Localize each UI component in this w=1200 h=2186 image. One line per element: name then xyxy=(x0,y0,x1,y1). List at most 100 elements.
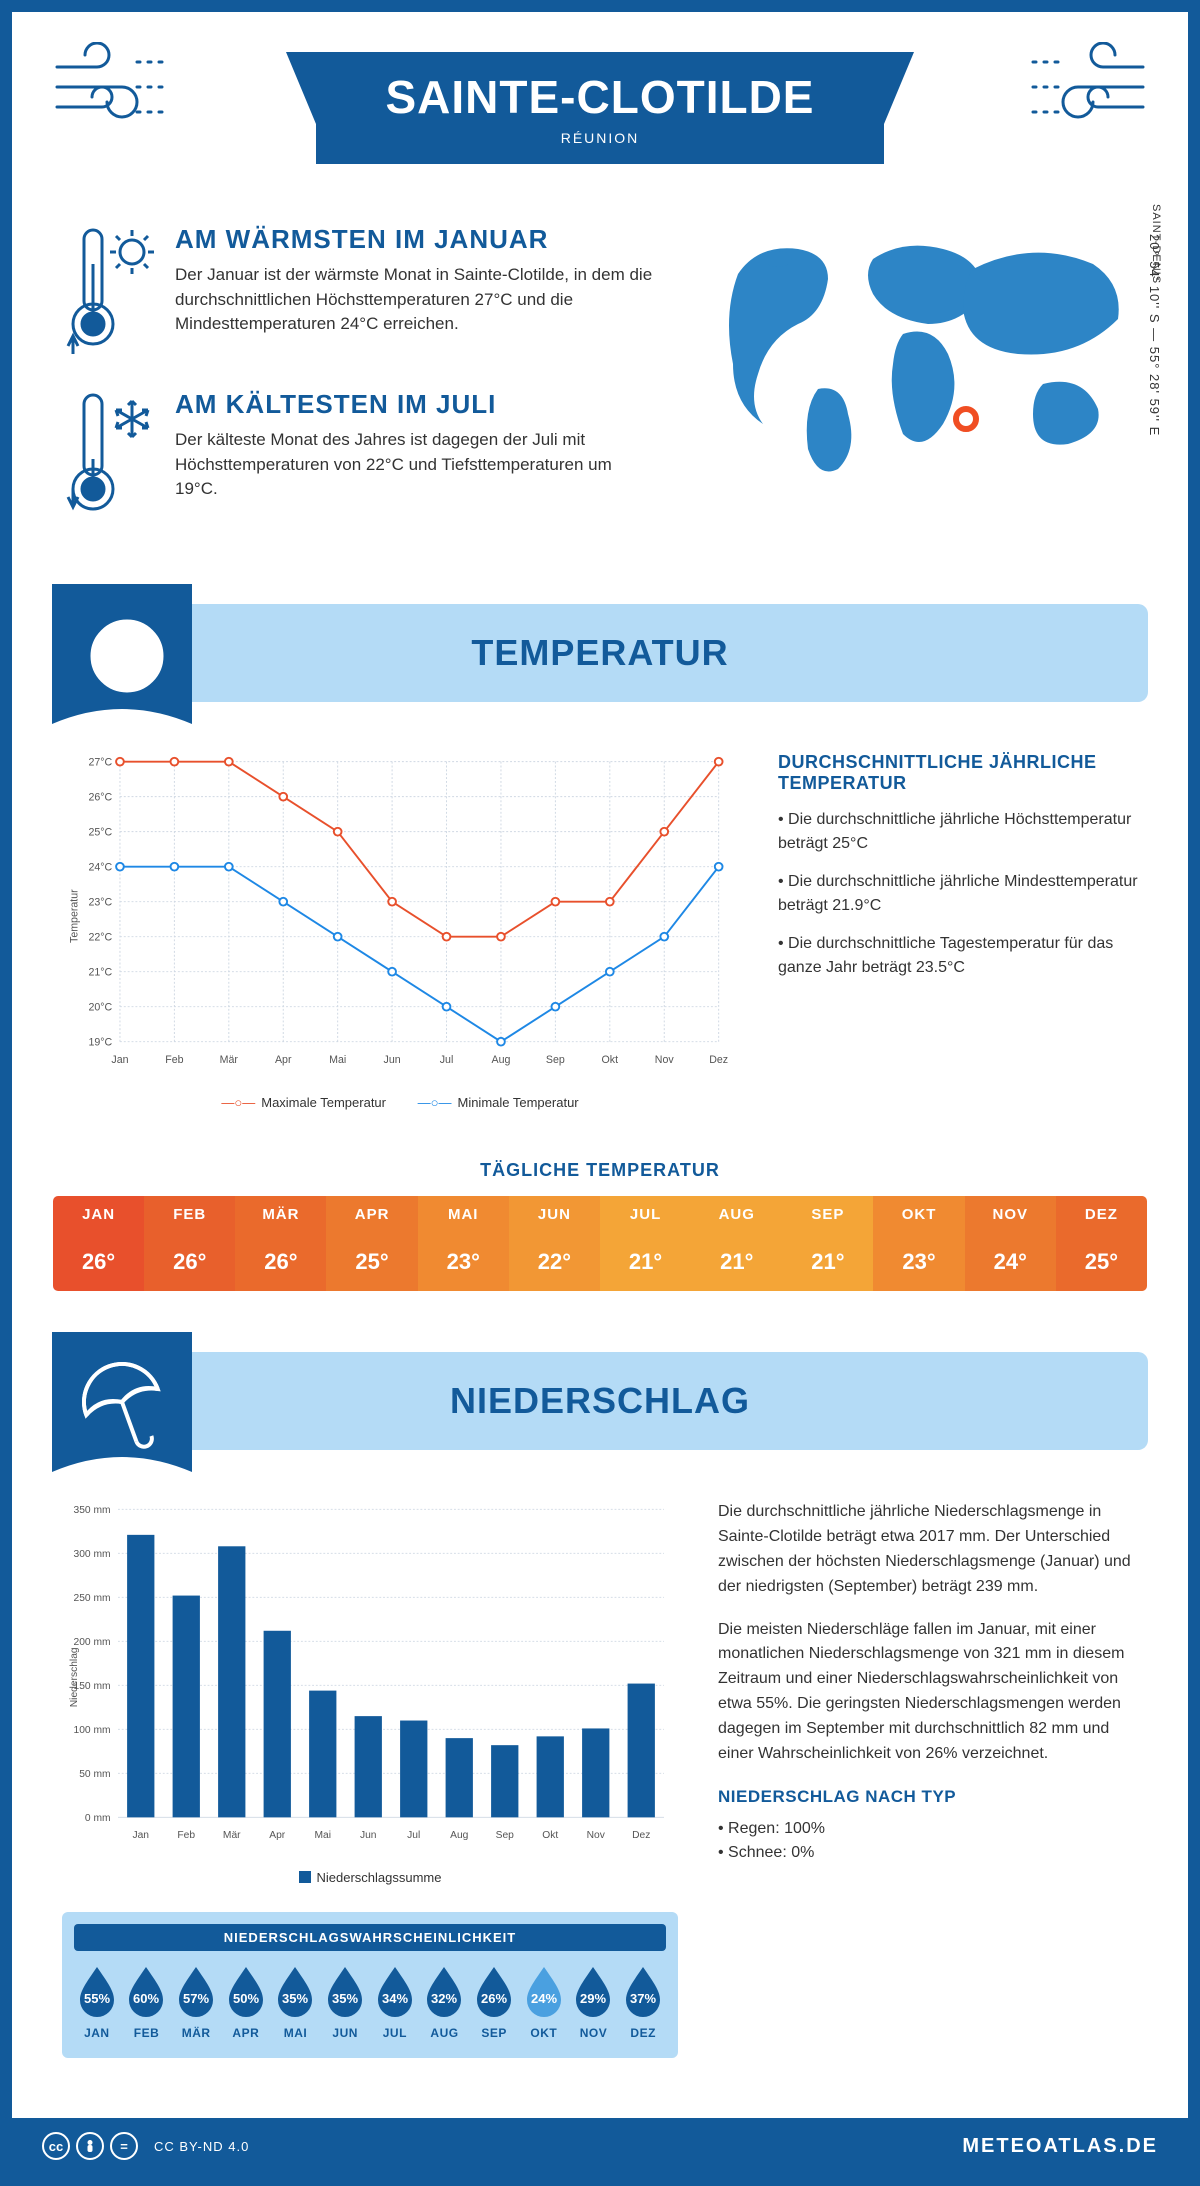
daily-temp-value: 26° xyxy=(235,1233,326,1291)
svg-text:Mai: Mai xyxy=(329,1054,346,1066)
svg-text:35%: 35% xyxy=(282,1991,308,2006)
svg-text:Aug: Aug xyxy=(492,1054,511,1066)
daily-temp-value: 25° xyxy=(1056,1233,1147,1291)
svg-text:21°C: 21°C xyxy=(89,967,113,979)
svg-text:50%: 50% xyxy=(233,1991,259,2006)
svg-text:Jul: Jul xyxy=(440,1054,454,1066)
wind-icon xyxy=(52,42,172,132)
svg-text:35%: 35% xyxy=(332,1991,358,2006)
daily-temp-value: 22° xyxy=(509,1233,600,1291)
probability-drop: 57%MÄR xyxy=(173,1963,219,2040)
probability-drop: 37%DEZ xyxy=(620,1963,666,2040)
daily-temp-value: 26° xyxy=(53,1233,144,1291)
svg-text:19°C: 19°C xyxy=(89,1037,113,1049)
precip-type-title: NIEDERSCHLAG NACH TYP xyxy=(718,1784,1138,1810)
daily-temp-value: 25° xyxy=(326,1233,417,1291)
svg-text:Dez: Dez xyxy=(632,1830,650,1841)
probability-drop: 29%NOV xyxy=(571,1963,617,2040)
svg-text:Jun: Jun xyxy=(384,1054,401,1066)
svg-text:Aug: Aug xyxy=(450,1830,469,1841)
precip-type-rain: • Regen: 100% xyxy=(718,1817,1138,1842)
svg-text:27°C: 27°C xyxy=(89,757,113,769)
daily-temp-value: 26° xyxy=(144,1233,235,1291)
precip-type-snow: • Schnee: 0% xyxy=(718,1841,1138,1866)
precipitation-chart: 0 mm50 mm100 mm150 mm200 mm250 mm300 mm3… xyxy=(62,1500,678,1855)
svg-text:250 mm: 250 mm xyxy=(74,1593,111,1604)
probability-drop: 35%JUN xyxy=(322,1963,368,2040)
svg-text:350 mm: 350 mm xyxy=(74,1505,111,1516)
world-map: SAINT-DENIS 20° 54' 10'' S — 55° 28' 59'… xyxy=(698,224,1138,554)
svg-text:Feb: Feb xyxy=(165,1054,183,1066)
svg-text:23°C: 23°C xyxy=(89,897,113,909)
temp-info-bullet: • Die durchschnittliche Tagestemperatur … xyxy=(778,932,1138,980)
daily-temp-value: 21° xyxy=(691,1233,782,1291)
svg-text:Apr: Apr xyxy=(269,1830,286,1841)
svg-text:Nov: Nov xyxy=(655,1054,675,1066)
coldest-fact: AM KÄLTESTEN IM JULI Der kälteste Monat … xyxy=(62,389,658,524)
probability-drop: 32%AUG xyxy=(422,1963,468,2040)
svg-text:24°C: 24°C xyxy=(89,862,113,874)
svg-text:Mai: Mai xyxy=(314,1830,331,1841)
page-footer: cc = CC BY-ND 4.0 METEOATLAS.DE xyxy=(12,2118,1188,2174)
svg-text:Nov: Nov xyxy=(587,1830,606,1841)
svg-text:25°C: 25°C xyxy=(89,827,113,839)
svg-text:100 mm: 100 mm xyxy=(74,1725,111,1736)
daily-temp-value: 21° xyxy=(782,1233,873,1291)
brand-name: METEOATLAS.DE xyxy=(962,2135,1158,2158)
daily-temp-month: JUN xyxy=(509,1196,600,1233)
daily-temp-value: 23° xyxy=(418,1233,509,1291)
precip-paragraph: Die meisten Niederschläge fallen im Janu… xyxy=(718,1618,1138,1767)
temp-info-bullet: • Die durchschnittliche jährliche Höchst… xyxy=(778,808,1138,856)
precip-paragraph: Die durchschnittliche jährliche Niedersc… xyxy=(718,1500,1138,1599)
daily-temp-value: 24° xyxy=(965,1233,1056,1291)
cc-icon: cc xyxy=(42,2132,70,2160)
svg-text:Feb: Feb xyxy=(177,1830,195,1841)
svg-text:20°C: 20°C xyxy=(89,1002,113,1014)
probability-drop: 26%SEP xyxy=(471,1963,517,2040)
svg-text:57%: 57% xyxy=(183,1991,209,2006)
daily-temp-month: FEB xyxy=(144,1196,235,1233)
title-banner: SAINTE-CLOTILDE RÉUNION xyxy=(316,52,885,164)
by-icon xyxy=(76,2132,104,2160)
sun-icon xyxy=(52,584,192,724)
svg-text:Dez: Dez xyxy=(709,1054,728,1066)
svg-text:26%: 26% xyxy=(481,1991,507,2006)
wind-icon xyxy=(1028,42,1148,132)
probability-drop: 35%MAI xyxy=(273,1963,319,2040)
svg-text:Sep: Sep xyxy=(496,1830,515,1841)
intro-section: AM WÄRMSTEN IM JANUAR Der Januar ist der… xyxy=(12,224,1188,594)
probability-drop: 55%JAN xyxy=(74,1963,120,2040)
probability-title: NIEDERSCHLAGSWAHRSCHEINLICHKEIT xyxy=(74,1924,666,1951)
page-header: SAINTE-CLOTILDE RÉUNION xyxy=(12,12,1188,224)
daily-temp-title: TÄGLICHE TEMPERATUR xyxy=(12,1140,1188,1195)
svg-text:Jul: Jul xyxy=(407,1830,420,1841)
daily-temp-month: JAN xyxy=(53,1196,144,1233)
temperature-heading: TEMPERATUR xyxy=(52,632,1148,674)
temperature-section-title: TEMPERATUR xyxy=(52,604,1148,702)
svg-text:0 mm: 0 mm xyxy=(85,1813,111,1824)
thermometer-sun-icon xyxy=(62,224,157,359)
svg-text:60%: 60% xyxy=(133,1991,159,2006)
svg-text:24%: 24% xyxy=(531,1991,557,2006)
page-subtitle: RÉUNION xyxy=(386,130,815,146)
svg-text:32%: 32% xyxy=(431,1991,457,2006)
daily-temp-month: MÄR xyxy=(235,1196,326,1233)
temperature-chart: 19°C20°C21°C22°C23°C24°C25°C26°C27°CJanF… xyxy=(62,752,738,1120)
nd-icon: = xyxy=(110,2132,138,2160)
umbrella-icon xyxy=(52,1332,192,1472)
svg-text:34%: 34% xyxy=(382,1991,408,2006)
svg-text:Apr: Apr xyxy=(275,1054,292,1066)
license-icons: cc = CC BY-ND 4.0 xyxy=(42,2132,249,2160)
probability-drop: 34%JUL xyxy=(372,1963,418,2040)
probability-drop: 24%OKT xyxy=(521,1963,567,2040)
daily-temp-month: DEZ xyxy=(1056,1196,1147,1233)
daily-temp-month: SEP xyxy=(782,1196,873,1233)
svg-text:29%: 29% xyxy=(580,1991,606,2006)
svg-text:Okt: Okt xyxy=(602,1054,619,1066)
daily-temp-month: AUG xyxy=(691,1196,782,1233)
coldest-title: AM KÄLTESTEN IM JULI xyxy=(175,389,658,420)
svg-text:Temperatur: Temperatur xyxy=(68,889,80,943)
thermometer-snow-icon xyxy=(62,389,157,524)
coldest-text: Der kälteste Monat des Jahres ist dagege… xyxy=(175,428,658,502)
svg-text:Mär: Mär xyxy=(223,1830,241,1841)
